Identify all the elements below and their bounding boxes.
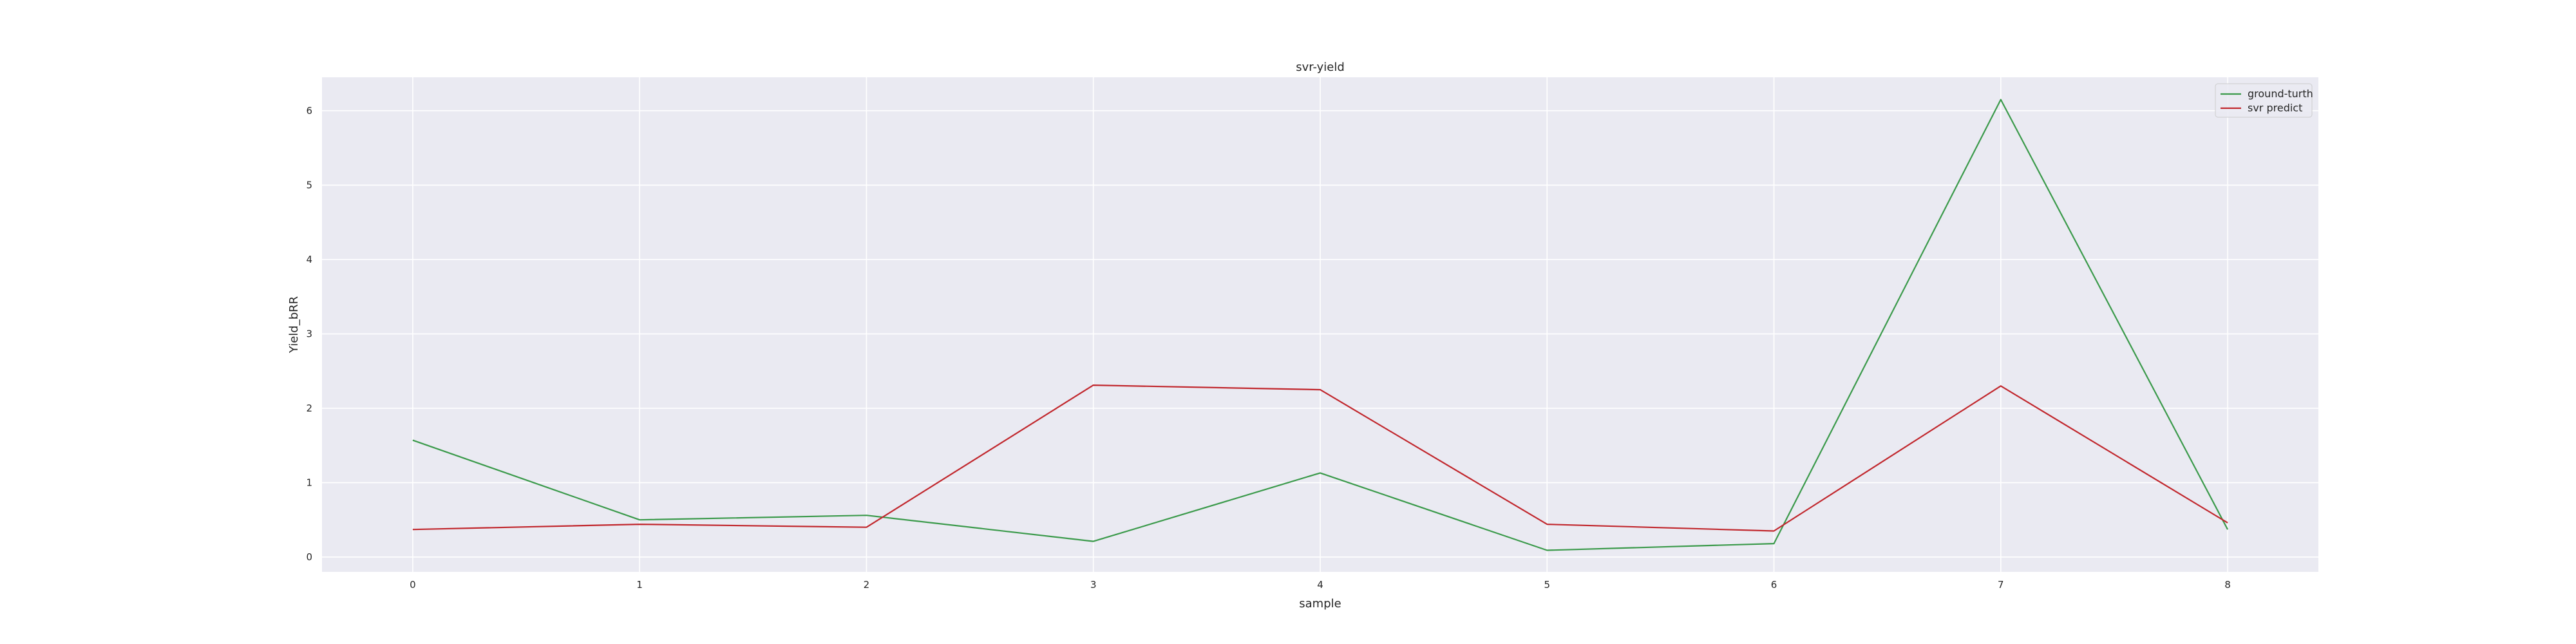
series-line-svr-predict [412,384,2228,532]
x-tick-label: 2 [864,579,870,591]
y-tick-label: 1 [306,477,312,488]
y-tick-label: 5 [306,179,312,191]
y-tick-label: 0 [306,551,312,563]
legend-label-svr-predict: svr predict [2248,102,2302,114]
x-tick-label: 7 [1998,579,2004,591]
y-tick-label: 4 [306,254,312,265]
x-tick-label: 1 [636,579,643,591]
x-tick-label: 0 [410,579,416,591]
y-tick-label: 3 [306,328,312,339]
x-tick-label: 3 [1090,579,1097,591]
series-line-ground-turth [412,99,2229,551]
x-axis-label: sample [1299,597,1341,611]
x-tick-label: 4 [1317,579,1323,591]
x-tick-label: 8 [2224,579,2231,591]
x-tick-label: 6 [1771,579,1777,591]
y-axis-label: Yield_bRR [287,296,301,354]
y-tick-label: 6 [306,105,312,117]
x-tick-label: 5 [1544,579,1550,591]
legend: ground-turth svr predict [2215,83,2313,118]
y-tick-label: 2 [306,402,312,414]
chart-title: svr-yield [1296,61,1345,74]
legend-label-ground-turth: ground-turth [2248,88,2313,100]
